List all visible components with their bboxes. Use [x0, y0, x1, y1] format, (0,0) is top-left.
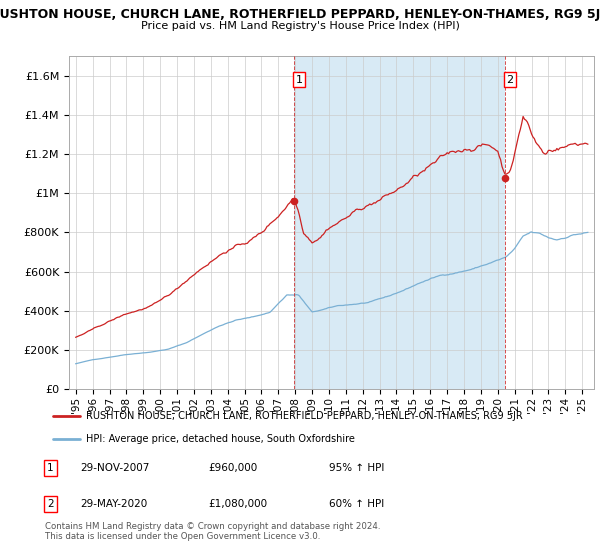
Text: 95% ↑ HPI: 95% ↑ HPI: [329, 463, 384, 473]
Text: Price paid vs. HM Land Registry's House Price Index (HPI): Price paid vs. HM Land Registry's House …: [140, 21, 460, 31]
Text: RUSHTON HOUSE, CHURCH LANE, ROTHERFIELD PEPPARD, HENLEY-ON-THAMES, RG9 5JR: RUSHTON HOUSE, CHURCH LANE, ROTHERFIELD …: [86, 411, 523, 421]
Text: £960,000: £960,000: [209, 463, 258, 473]
Text: Contains HM Land Registry data © Crown copyright and database right 2024.
This d: Contains HM Land Registry data © Crown c…: [45, 522, 380, 542]
Text: 29-NOV-2007: 29-NOV-2007: [80, 463, 150, 473]
Text: £1,080,000: £1,080,000: [209, 499, 268, 509]
Text: 60% ↑ HPI: 60% ↑ HPI: [329, 499, 384, 509]
Text: 2: 2: [47, 499, 54, 509]
Text: 1: 1: [47, 463, 54, 473]
Text: 29-MAY-2020: 29-MAY-2020: [80, 499, 148, 509]
Text: 1: 1: [295, 74, 302, 85]
Text: HPI: Average price, detached house, South Oxfordshire: HPI: Average price, detached house, Sout…: [86, 434, 355, 444]
Text: RUSHTON HOUSE, CHURCH LANE, ROTHERFIELD PEPPARD, HENLEY-ON-THAMES, RG9 5JR: RUSHTON HOUSE, CHURCH LANE, ROTHERFIELD …: [0, 8, 600, 21]
Bar: [293, 56, 505, 389]
Text: 2: 2: [506, 74, 514, 85]
